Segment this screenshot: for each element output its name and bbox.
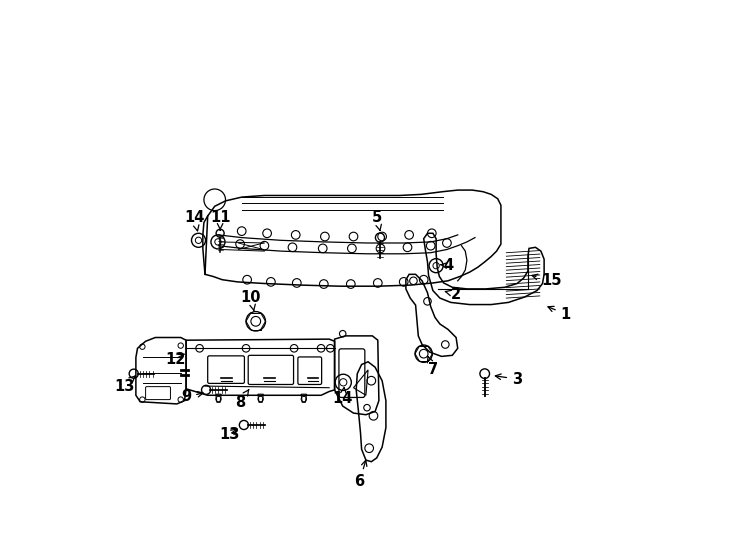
Text: 6: 6	[355, 460, 367, 489]
Text: 8: 8	[235, 389, 249, 410]
Text: 14: 14	[333, 387, 353, 406]
Text: 5: 5	[371, 210, 382, 231]
Text: 2: 2	[446, 287, 461, 302]
Text: 13: 13	[219, 427, 239, 442]
Text: 7: 7	[427, 356, 438, 377]
Text: 10: 10	[241, 289, 261, 310]
Text: 1: 1	[548, 306, 571, 322]
Text: 12: 12	[165, 352, 186, 367]
Text: 13: 13	[114, 376, 135, 394]
Text: 15: 15	[532, 273, 562, 288]
Text: 9: 9	[181, 389, 203, 404]
Text: 11: 11	[210, 210, 230, 230]
Text: 4: 4	[440, 258, 453, 273]
Text: 14: 14	[184, 210, 204, 231]
Text: 3: 3	[495, 372, 522, 387]
